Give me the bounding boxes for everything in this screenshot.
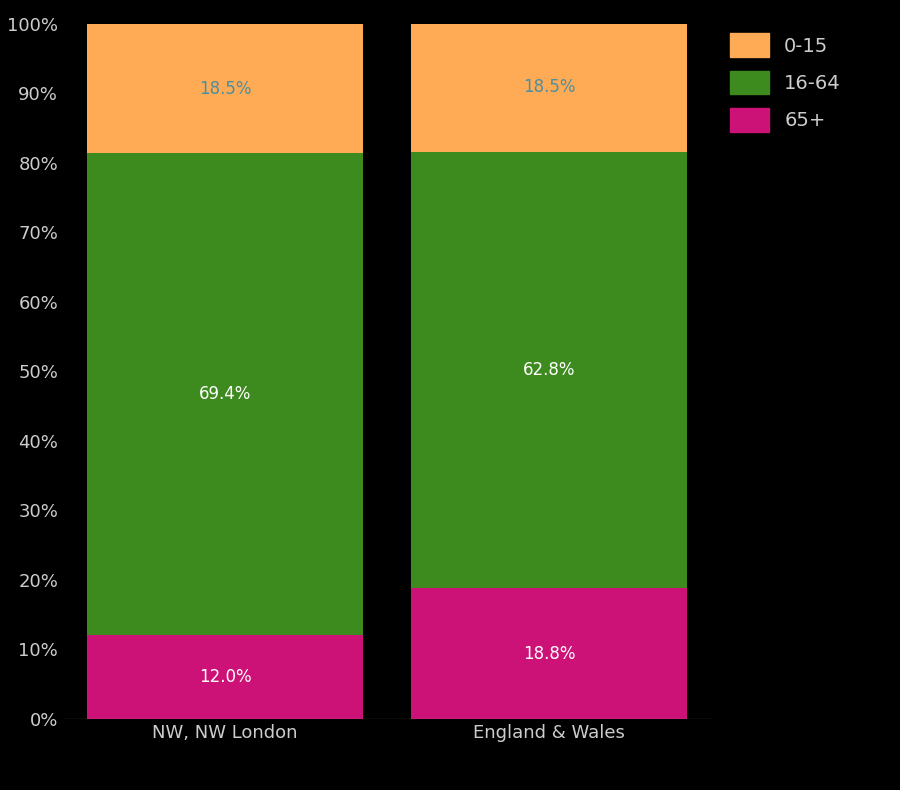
Bar [411,152,687,589]
Text: 18.5%: 18.5% [523,78,575,96]
Legend: 0-15, 16-64, 65+: 0-15, 16-64, 65+ [730,33,841,132]
Text: 69.4%: 69.4% [199,386,251,403]
Text: 18.5%: 18.5% [199,80,251,98]
Bar [411,23,687,152]
Text: 18.8%: 18.8% [523,645,575,663]
Text: 12.0%: 12.0% [199,668,251,687]
Bar [87,635,363,719]
Text: 62.8%: 62.8% [523,361,575,379]
Bar [87,153,363,635]
Bar [411,589,687,719]
Bar [87,24,363,153]
